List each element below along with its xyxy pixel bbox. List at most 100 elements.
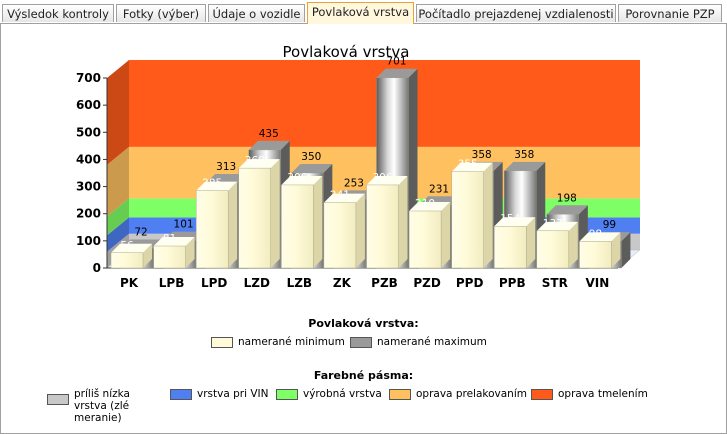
- legend-item-max: namerané maximum: [350, 336, 487, 348]
- data-label-min: 241: [330, 190, 350, 202]
- bar-min-LZB-top: [281, 175, 323, 185]
- legend-swatch-max: [350, 337, 372, 348]
- bar-min-PZD-side: [441, 202, 451, 268]
- tab-vysledok-kontroly[interactable]: Výsledok kontroly: [2, 4, 114, 22]
- legend-label-max: namerané maximum: [377, 336, 487, 348]
- band-legend-4: oprava prelakovaním: [389, 388, 527, 400]
- tab-pocitadlo[interactable]: Počítadlo prejazdenej vzdialenosti: [416, 4, 616, 22]
- band-legend-3: výrobná vrstva: [276, 388, 382, 400]
- bar-min-PPB: [494, 225, 527, 269]
- bar-min-LPD-top: [196, 181, 238, 191]
- bar-min-LZB-side: [313, 175, 323, 268]
- bar-min-VIN: [579, 241, 612, 269]
- bar-min-PPD-side: [483, 162, 493, 268]
- data-label-max: 253: [344, 177, 364, 189]
- bar-min-PZB-side: [398, 175, 408, 268]
- band-swatch-4: [389, 389, 411, 400]
- band-side-3: [107, 198, 129, 236]
- bar-min-ZK: [323, 202, 357, 269]
- x-tick-label: LZD: [244, 276, 270, 290]
- bar-min-PZB: [366, 184, 399, 269]
- bar-min-ZK-top: [323, 193, 365, 203]
- x-tick-label: LZB: [287, 276, 313, 290]
- bar-min-PPB-side: [526, 217, 536, 268]
- data-label-max: 101: [174, 219, 194, 231]
- band-label-2: vrstva pri VIN: [197, 388, 269, 400]
- bar-max-PZB-top: [376, 68, 418, 78]
- data-label-max: 231: [429, 183, 449, 195]
- series-legend-title: Povlaková vrstva:: [308, 317, 419, 330]
- bar-min-STR-side: [568, 221, 578, 268]
- y-tick-label: 400: [76, 152, 101, 166]
- bar-min-LPB: [153, 245, 186, 269]
- band-swatch-2: [170, 389, 192, 400]
- y-tick-label: 100: [76, 234, 101, 248]
- y-tick-label: 0: [93, 261, 101, 275]
- bar-min-PK: [110, 252, 144, 269]
- bar-max-STR-top: [546, 205, 588, 215]
- chart-title: Povlaková vrstva: [283, 43, 410, 61]
- tab-porovnanie-pzp[interactable]: Porovnanie PZP: [618, 4, 722, 22]
- data-label-max: 72: [134, 226, 147, 238]
- x-tick-label: STR: [542, 276, 568, 290]
- tab-udaje-o-vozidle[interactable]: Údaje o vozidle: [208, 4, 305, 22]
- bar-max-LZD-top: [248, 140, 290, 150]
- band-label-3: výrobná vrstva: [303, 388, 382, 400]
- x-tick-label: ZK: [333, 276, 352, 290]
- data-label-min: 306: [287, 172, 307, 184]
- data-label-min: 285: [202, 178, 222, 190]
- bar-min-PPD: [451, 171, 484, 269]
- bar-min-STR: [536, 230, 570, 269]
- bar-min-LZB: [281, 184, 314, 269]
- x-tick-label: LPB: [159, 276, 185, 290]
- bar-min-LPD: [195, 190, 229, 269]
- band-label-5: oprava tmelením: [558, 388, 648, 400]
- band-legend-2: vrstva pri VIN: [170, 388, 268, 400]
- data-label-max: 99: [603, 219, 616, 231]
- x-tick-label: VIN: [586, 276, 610, 290]
- band-label-1: príliš nízka vrstva (zlé meranie): [74, 388, 130, 424]
- band-swatch-1: [47, 394, 69, 405]
- bar-min-PZB-top: [366, 175, 408, 185]
- data-label-max: 435: [259, 128, 279, 140]
- bar-min-LZD-side: [270, 159, 280, 268]
- data-label-min: 154: [500, 213, 520, 225]
- bands-legend-title: Farebné pásma:: [313, 369, 414, 382]
- bar-min-VIN-side: [611, 232, 621, 268]
- data-label-min: 137: [543, 218, 563, 230]
- bar-min-PZD: [408, 210, 442, 269]
- band-swatch-5: [531, 389, 553, 400]
- x-tick-label: PZD: [413, 276, 440, 290]
- bar-min-LPB-top: [153, 237, 195, 247]
- data-label-max: 358: [514, 149, 534, 161]
- data-label-min: 98: [589, 228, 602, 240]
- band-swatch-3: [276, 389, 298, 400]
- y-tick-label: 300: [76, 180, 101, 194]
- y-tick-label: 700: [76, 71, 101, 85]
- bar-max-LZB-top: [291, 164, 333, 173]
- x-tick-label: PPB: [499, 276, 526, 290]
- bar-min-STR-top: [536, 221, 578, 231]
- band-legend-1: príliš nízka vrstva (zlé meranie): [47, 388, 162, 424]
- bar-min-PK-side: [143, 243, 152, 268]
- band-side-2: [107, 217, 129, 252]
- x-tick-label: PPD: [456, 276, 484, 290]
- y-tick-label: 200: [76, 207, 101, 221]
- data-label-min: 81: [163, 233, 176, 245]
- data-label-min: 210: [415, 198, 435, 210]
- bar-min-PZD-top: [409, 202, 451, 211]
- tab-fotky[interactable]: Fotky (výber): [116, 4, 206, 22]
- y-tick-label: 500: [76, 125, 101, 139]
- data-label-max: 358: [472, 149, 492, 161]
- legend-item-min: namerané minimum: [211, 336, 345, 348]
- bar-min-LPB-side: [185, 237, 195, 268]
- bar-min-LPD-side: [228, 181, 238, 268]
- bar-min-VIN-top: [579, 232, 621, 242]
- bar-max-VIN-side: [621, 232, 631, 268]
- bar-min-PPB-top: [494, 217, 536, 227]
- tab-povlakova-vrstva[interactable]: Povlaková vrstva: [307, 2, 414, 24]
- data-label-min: 368: [245, 155, 265, 167]
- x-tick-label: PZB: [371, 276, 398, 290]
- x-tick-label: LPD: [201, 276, 227, 290]
- bar-min-PPD-top: [451, 162, 493, 172]
